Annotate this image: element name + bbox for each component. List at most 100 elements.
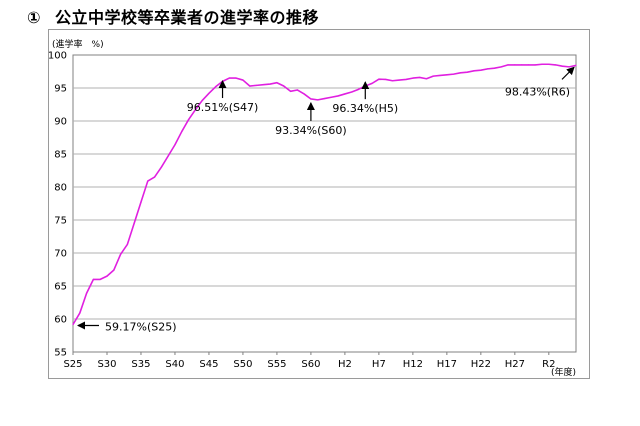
data-point bbox=[344, 93, 346, 95]
y-tick-label: 90 bbox=[54, 117, 67, 128]
data-point bbox=[425, 78, 428, 80]
data-point bbox=[555, 64, 557, 66]
data-point bbox=[351, 91, 353, 93]
data-point bbox=[453, 73, 455, 75]
data-point bbox=[391, 80, 394, 82]
data-point bbox=[521, 64, 523, 66]
data-point bbox=[323, 97, 326, 100]
data-point bbox=[371, 82, 373, 84]
data-point bbox=[317, 99, 319, 101]
data-point bbox=[160, 166, 162, 168]
data-point bbox=[378, 78, 380, 80]
data-point bbox=[473, 70, 475, 72]
x-tick-label: H12 bbox=[403, 359, 423, 370]
y-tick-label: 55 bbox=[54, 348, 67, 359]
heading-text: 公立中学校等卒業者の進学率の推移 bbox=[55, 8, 320, 27]
x-tick-label: S60 bbox=[301, 359, 320, 370]
data-point bbox=[500, 66, 502, 68]
data-point bbox=[208, 92, 210, 94]
data-point bbox=[487, 68, 489, 70]
data-point bbox=[283, 85, 285, 87]
x-tick-label: S25 bbox=[63, 359, 82, 370]
data-point bbox=[357, 88, 360, 90]
y-tick-label: 85 bbox=[54, 150, 67, 161]
data-point bbox=[310, 98, 312, 100]
data-point bbox=[446, 74, 448, 76]
data-point bbox=[194, 109, 196, 111]
data-point bbox=[255, 84, 258, 86]
x-tick-labels: S25 S30 S35 S40 S45 S50 S55 S60 H2 H7 H12 H17 H22 H27… bbox=[63, 352, 555, 370]
heading-number: ① bbox=[27, 8, 42, 27]
x-tick-label: H22 bbox=[471, 359, 491, 370]
x-tick-label: R2 bbox=[542, 359, 555, 370]
x-tick-label: H17 bbox=[437, 359, 457, 370]
data-point bbox=[269, 83, 271, 85]
data-point bbox=[262, 84, 264, 86]
data-point bbox=[541, 63, 543, 65]
data-point bbox=[405, 78, 407, 81]
chart-frame bbox=[48, 29, 590, 379]
data-point bbox=[575, 64, 577, 66]
y-tick-label: 75 bbox=[54, 216, 67, 227]
data-point bbox=[568, 66, 570, 68]
data-point bbox=[228, 77, 230, 79]
plot-area bbox=[72, 54, 577, 353]
data-point bbox=[140, 201, 142, 203]
data-point bbox=[99, 278, 101, 280]
data-point bbox=[242, 79, 244, 81]
data-point bbox=[201, 99, 203, 102]
data-point bbox=[249, 85, 251, 87]
annotation-label: 93.34%(S60) bbox=[275, 124, 347, 137]
data-point bbox=[106, 275, 108, 277]
y-tick-label: 80 bbox=[54, 183, 67, 194]
y-tick-label: 95 bbox=[54, 84, 67, 95]
x-tick-label: H7 bbox=[372, 359, 386, 370]
data-point bbox=[147, 180, 149, 182]
data-point bbox=[385, 78, 387, 81]
data-point bbox=[303, 93, 305, 95]
y-tick-labels: 55 60 65 70 75 80 85 90 95 100 bbox=[48, 51, 67, 359]
data-points bbox=[72, 63, 577, 326]
data-point bbox=[548, 63, 550, 65]
x-tick-label: S50 bbox=[233, 359, 252, 370]
y-tick-label: 65 bbox=[54, 282, 67, 293]
data-point bbox=[289, 90, 292, 92]
annotations: 59.17%(S25) 96.51%(S47) 93.34%(S60) 96.34%(… bbox=[77, 66, 575, 333]
data-point bbox=[215, 86, 217, 88]
x-tick-label: S55 bbox=[267, 359, 286, 370]
data-point bbox=[133, 222, 135, 224]
annotation-label: 98.43%(R6) bbox=[505, 85, 570, 98]
x-tick-label: S35 bbox=[131, 359, 150, 370]
y-tick-label: 60 bbox=[54, 315, 67, 326]
x-tick-label: S40 bbox=[165, 359, 184, 370]
annotation-label: 96.51%(S47) bbox=[187, 101, 259, 114]
data-point bbox=[187, 119, 190, 121]
data-point bbox=[432, 75, 434, 77]
x-tick-label: H2 bbox=[338, 359, 352, 370]
data-point bbox=[72, 323, 74, 326]
data-point bbox=[412, 77, 414, 79]
data-point bbox=[296, 89, 298, 91]
x-tick-label: H27 bbox=[505, 359, 525, 370]
grid-lines bbox=[73, 87, 576, 320]
data-point bbox=[79, 312, 81, 314]
data-point bbox=[337, 95, 339, 97]
x-axis-label: (年度) bbox=[551, 366, 576, 378]
data-point bbox=[126, 243, 128, 246]
data-point bbox=[174, 144, 176, 146]
data-point bbox=[439, 74, 441, 77]
data-point bbox=[92, 278, 94, 280]
data-point bbox=[167, 155, 169, 157]
data-point bbox=[480, 69, 482, 71]
data-point bbox=[459, 72, 462, 74]
annotation-label: 59.17%(S25) bbox=[105, 320, 177, 333]
data-point bbox=[85, 292, 88, 294]
data-point bbox=[419, 76, 421, 79]
data-point bbox=[181, 130, 183, 133]
x-tick-label: S45 bbox=[199, 359, 218, 370]
data-point bbox=[507, 64, 509, 66]
data-point bbox=[119, 253, 122, 255]
data-point bbox=[330, 96, 332, 98]
data-point bbox=[493, 67, 496, 69]
